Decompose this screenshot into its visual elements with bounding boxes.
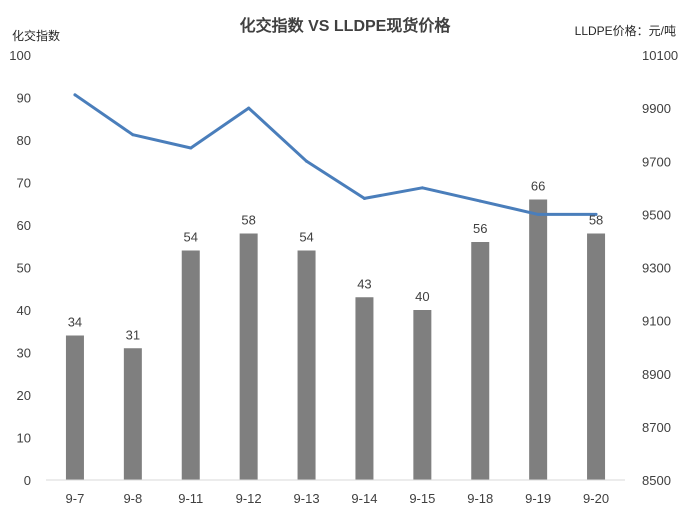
left-tick-label: 30: [17, 346, 31, 361]
right-tick-label: 9900: [642, 101, 671, 116]
category-label: 9-15: [409, 491, 435, 506]
line-point: [362, 196, 366, 200]
left-tick-label: 100: [9, 48, 31, 63]
left-tick-label: 90: [17, 91, 31, 106]
line-point: [305, 159, 309, 163]
bar-data-label: 56: [473, 221, 487, 236]
bar: [297, 250, 316, 480]
right-tick-label: 8500: [642, 473, 671, 488]
bar-data-label: 40: [415, 289, 429, 304]
left-tick-label: 0: [24, 473, 31, 488]
left-tick-label: 70: [17, 176, 31, 191]
bar-data-label: 58: [589, 213, 603, 228]
chart-title: 化交指数 VS LLDPE现货价格: [240, 16, 452, 35]
category-label: 9-13: [294, 491, 320, 506]
x-axis-categories: 9-7 9-8 9-11 9-12 9-13 9-14 9-15 9-18 9-19 9-20: [66, 491, 610, 506]
line-point: [247, 106, 251, 110]
category-label: 9-12: [236, 491, 262, 506]
category-label: 9-18: [467, 491, 493, 506]
category-label: 9-11: [178, 491, 203, 506]
line-point: [420, 186, 424, 190]
bar-data-label: 34: [68, 315, 82, 330]
left-tick-label: 60: [17, 218, 31, 233]
bar: [587, 233, 606, 480]
line-point: [73, 93, 77, 97]
bar-data-label: 54: [299, 230, 313, 245]
category-label: 9-19: [525, 491, 551, 506]
line-series: [73, 93, 598, 216]
bar: [123, 348, 142, 480]
bar: [65, 335, 84, 480]
bar: [355, 297, 374, 480]
right-tick-label: 8700: [642, 420, 671, 435]
bar-data-labels: 34 31 54 58 54 43 40 56 66 58: [68, 179, 604, 343]
right-axis-ticks: 8500 8700 8900 9100 9300 9500 9700 9900 10100: [642, 48, 678, 488]
bar: [181, 250, 200, 480]
left-axis-ticks: 0 10 20 30 40 50 60 70 80 90 100: [9, 48, 31, 488]
bar: [413, 310, 432, 480]
line-point: [478, 199, 482, 203]
right-tick-label: 9100: [642, 314, 671, 329]
category-label: 9-14: [351, 491, 377, 506]
left-tick-label: 10: [17, 431, 31, 446]
line-point: [594, 212, 598, 216]
bar: [239, 233, 258, 480]
right-axis-label: LLDPE价格：元/吨: [575, 23, 676, 38]
left-tick-label: 20: [17, 388, 31, 403]
left-tick-label: 40: [17, 303, 31, 318]
category-label: 9-20: [583, 491, 609, 506]
right-tick-label: 9300: [642, 261, 671, 276]
left-tick-label: 50: [17, 261, 31, 276]
bar-data-label: 66: [531, 179, 545, 194]
right-tick-label: 9700: [642, 154, 671, 169]
category-label: 9-7: [66, 491, 85, 506]
bar: [529, 199, 548, 480]
right-tick-label: 9500: [642, 207, 671, 222]
left-tick-label: 80: [17, 133, 31, 148]
left-axis-label: 化交指数: [12, 28, 60, 43]
bar-data-label: 31: [126, 327, 140, 342]
bar: [471, 242, 490, 480]
bar-series: [65, 199, 606, 480]
category-label: 9-8: [123, 491, 142, 506]
line-point: [131, 133, 135, 137]
line-point: [536, 212, 540, 216]
bar-data-label: 54: [184, 230, 198, 245]
line-point: [189, 146, 193, 150]
line-path: [73, 93, 598, 216]
bar-data-label: 43: [357, 276, 371, 291]
right-tick-label: 10100: [642, 48, 678, 63]
right-tick-label: 8900: [642, 367, 671, 382]
bar-data-label: 58: [241, 213, 255, 228]
